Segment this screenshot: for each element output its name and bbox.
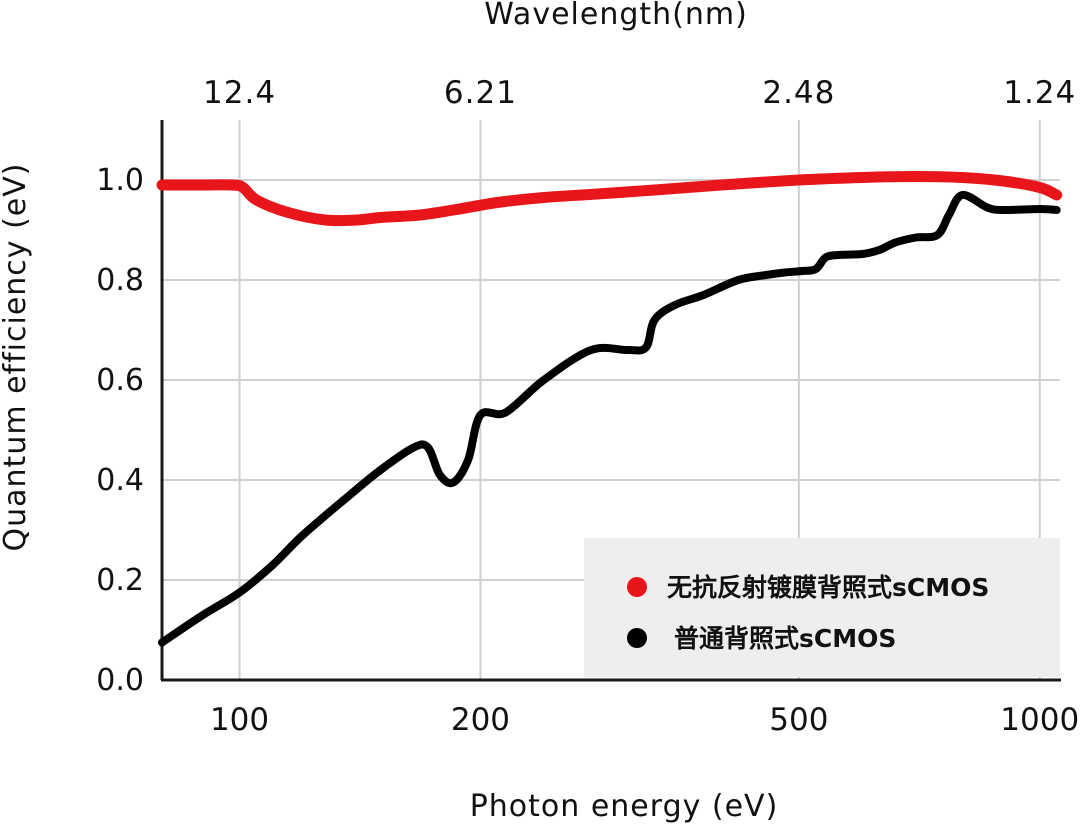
legend-marker [627, 577, 647, 597]
y-axis-title: Quantum efficiency (eV) [0, 163, 33, 552]
y-tick-label: 0.8 [96, 263, 144, 298]
x-tick-label: 500 [769, 702, 828, 738]
x-axis-title: Photon energy (eV) [470, 789, 779, 823]
top-tick-label: 1.24 [1003, 75, 1076, 111]
x-tick-label: 100 [210, 702, 269, 738]
y-tick-label: 0.2 [96, 563, 144, 598]
top-axis-title: Wavelength(nm) [484, 0, 748, 32]
legend-label: 普通背照式sCMOS [674, 624, 896, 653]
legend: 无抗反射镀膜背照式sCMOS 普通背照式sCMOS [584, 538, 1060, 677]
y-tick-label: 0.0 [96, 663, 144, 698]
top-tick-label: 6.21 [444, 75, 517, 111]
series-line-standard [158, 190, 1061, 647]
y-tick-label: 0.4 [96, 463, 144, 498]
x-tick-label: 200 [451, 702, 510, 738]
y-tick-label: 1.0 [96, 163, 144, 198]
top-tick-label: 12.4 [203, 75, 276, 111]
legend-background [584, 538, 1060, 677]
x-tick-label: 1000 [1000, 702, 1079, 738]
y-tick-label: 0.6 [96, 363, 144, 398]
legend-marker [627, 628, 647, 648]
series-line-anti-reflection [156, 171, 1063, 227]
legend-label: 无抗反射镀膜背照式sCMOS [667, 573, 989, 602]
top-tick-label: 2.48 [762, 75, 835, 111]
